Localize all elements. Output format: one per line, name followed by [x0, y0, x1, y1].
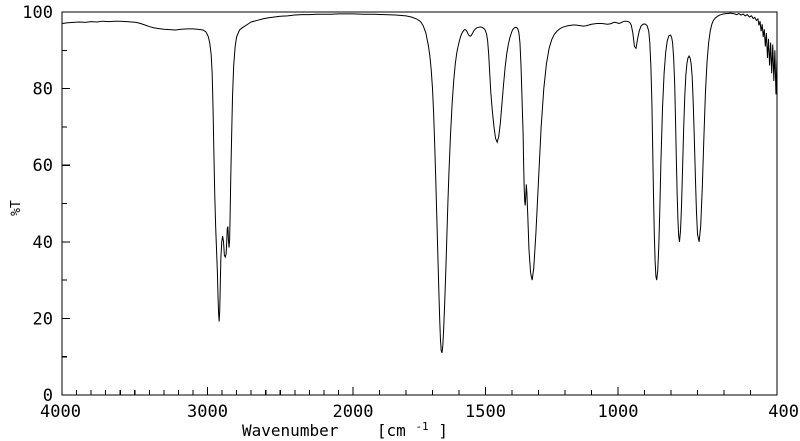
x-axis-title: Wavenumber [cm -1 ]	[242, 415, 448, 440]
y-tick-label: 40	[33, 233, 53, 253]
x-axis-tick-labels: 4000 3000 2000 1500 1000 400	[40, 402, 799, 422]
x-axis-unit-open: [cm	[377, 421, 406, 440]
y-axis-title: %T	[9, 200, 24, 216]
y-tick-label: 0	[43, 386, 53, 406]
x-tick-label: 400	[768, 402, 799, 422]
axis-group	[61, 11, 778, 396]
x-tick-label: 2000	[333, 402, 374, 422]
x-axis-unit-exponent: -1	[415, 420, 428, 433]
x-tick-label: 1500	[465, 402, 506, 422]
y-axis-ticks	[62, 11, 70, 396]
x-axis-unit-close: ]	[438, 421, 448, 440]
x-axis-ticks	[61, 387, 778, 395]
y-tick-label: 100	[22, 3, 53, 23]
x-axis-title-group: Wavenumber [cm -1 ]	[242, 415, 448, 440]
x-tick-label: 3000	[187, 402, 228, 422]
y-axis-title-group: %T	[9, 200, 24, 216]
transmittance-trace	[61, 12, 778, 354]
y-tick-label: 80	[33, 80, 53, 100]
y-axis-tick-labels: 100 80 60 40 20 0	[22, 3, 53, 406]
x-tick-label: 4000	[40, 402, 81, 422]
spectrum-trace-group	[61, 12, 778, 354]
y-tick-label: 60	[33, 156, 53, 176]
y-tick-label: 20	[33, 309, 53, 329]
x-tick-label: 1000	[598, 402, 639, 422]
plot-frame	[61, 11, 778, 396]
x-axis-title-main: Wavenumber	[242, 421, 339, 440]
